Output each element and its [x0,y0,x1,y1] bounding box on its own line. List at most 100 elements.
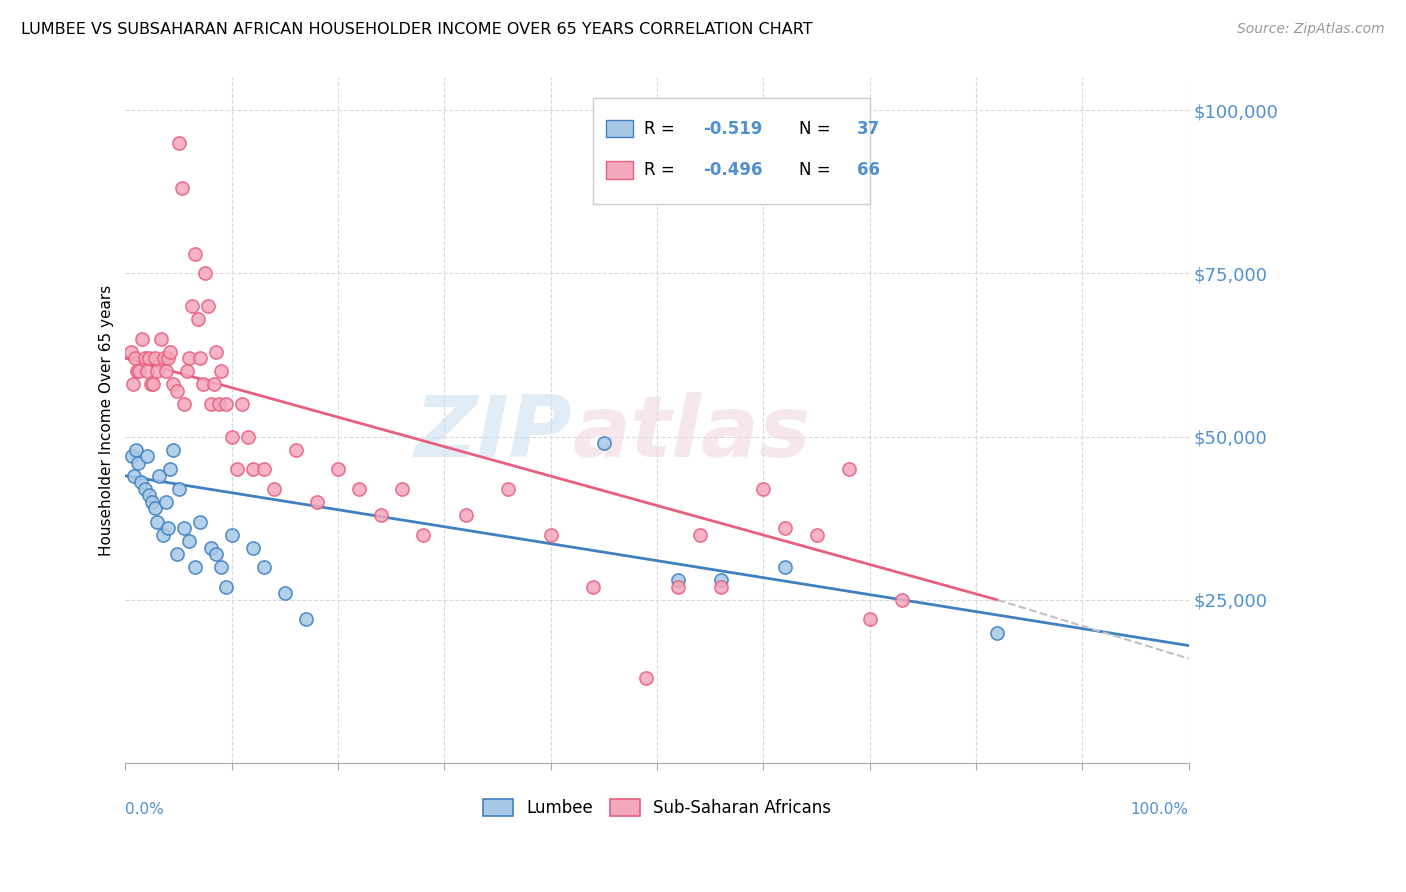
Point [141,495,163,509]
Point [236,429,259,443]
Point [752,482,775,496]
Point [162,377,184,392]
Point [221,527,243,541]
Point [138,488,160,502]
Point [391,482,413,496]
Point [127,364,149,378]
Point [146,515,169,529]
Point [170,181,193,195]
Point [166,547,188,561]
Point [134,351,156,366]
Point [159,344,181,359]
Point [205,344,228,359]
Point [593,436,616,450]
Point [202,377,225,392]
Point [226,462,249,476]
Text: ZIP: ZIP [415,392,572,475]
Point [349,482,371,496]
Point [173,521,195,535]
Point [689,527,711,541]
Point [253,560,276,574]
Text: -0.519: -0.519 [703,120,762,138]
Point [183,246,205,260]
Point [156,521,179,535]
Point [215,397,238,411]
Point [209,364,232,378]
Point [143,351,166,366]
Point [167,482,190,496]
Point [209,560,232,574]
Text: 0.0%: 0.0% [125,802,165,817]
Point [181,299,204,313]
Point [179,351,201,366]
Point [242,462,264,476]
Point [986,625,1008,640]
Point [773,521,796,535]
Point [155,364,177,378]
Point [370,508,392,522]
Point [159,462,181,476]
Point [131,475,153,490]
Text: 66: 66 [858,161,880,179]
FancyBboxPatch shape [593,98,870,204]
Point [173,397,195,411]
Point [859,612,882,626]
Point [124,351,146,366]
Point [284,442,307,457]
Point [188,515,211,529]
Point [197,299,219,313]
Text: -0.496: -0.496 [703,161,762,179]
Point [155,495,177,509]
Point [183,560,205,574]
Point [305,495,328,509]
Point [205,547,228,561]
Point [412,527,434,541]
Point [134,482,156,496]
Point [149,332,172,346]
Point [710,574,733,588]
Point [152,351,174,366]
Y-axis label: Householder Income Over 65 years: Householder Income Over 65 years [100,285,114,556]
Point [128,364,150,378]
Point [143,501,166,516]
Point [188,351,211,366]
Point [582,580,605,594]
Point [142,377,165,392]
Legend: Lumbee, Sub-Saharan Africans: Lumbee, Sub-Saharan Africans [477,792,838,823]
Point [326,462,349,476]
Point [890,592,912,607]
Point [295,612,318,626]
Text: atlas: atlas [572,392,810,475]
Point [540,527,562,541]
Text: 100.0%: 100.0% [1130,802,1189,817]
Point [274,586,297,600]
Text: 37: 37 [858,120,880,138]
Bar [606,120,633,137]
Point [454,508,477,522]
Point [148,468,170,483]
Point [242,541,264,555]
Point [200,397,222,411]
Point [263,482,285,496]
Point [221,429,243,443]
Point [146,364,169,378]
Point [187,312,209,326]
Point [138,351,160,366]
Point [179,534,201,549]
Point [122,377,145,392]
Point [166,384,188,398]
Point [208,397,231,411]
Point [191,377,214,392]
Point [131,332,153,346]
Text: Source: ZipAtlas.com: Source: ZipAtlas.com [1237,22,1385,37]
Text: R =: R = [644,120,681,138]
Text: N =: N = [799,120,835,138]
Point [838,462,860,476]
Point [710,580,733,594]
Point [253,462,276,476]
Point [120,344,142,359]
Point [135,449,157,463]
Bar [606,161,633,178]
Point [152,527,174,541]
Point [773,560,796,574]
